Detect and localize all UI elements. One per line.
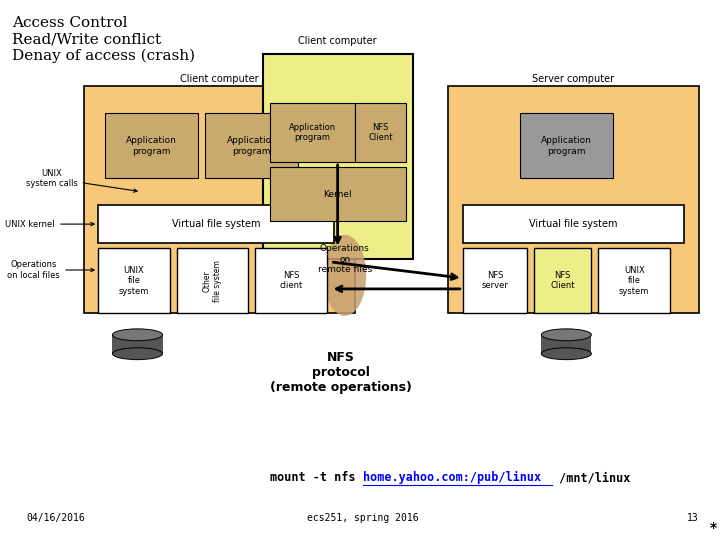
FancyBboxPatch shape: [449, 86, 698, 313]
FancyBboxPatch shape: [84, 86, 356, 313]
Text: NFS
server: NFS server: [482, 271, 508, 291]
Text: Client computer: Client computer: [181, 73, 259, 84]
Text: NFS
protocol
(remote operations): NFS protocol (remote operations): [270, 351, 412, 394]
FancyBboxPatch shape: [598, 248, 670, 313]
Text: Application
program: Application program: [289, 123, 336, 142]
FancyBboxPatch shape: [263, 54, 413, 259]
FancyBboxPatch shape: [177, 248, 248, 313]
Ellipse shape: [541, 348, 591, 360]
Text: UNIX
system calls: UNIX system calls: [26, 168, 137, 192]
Text: ecs251, spring 2016: ecs251, spring 2016: [307, 514, 418, 523]
Ellipse shape: [323, 235, 366, 316]
Text: *: *: [709, 521, 716, 535]
Text: NFS
Client: NFS Client: [551, 271, 575, 291]
Text: NFS
Client: NFS Client: [368, 123, 392, 142]
Ellipse shape: [541, 329, 591, 341]
Text: Operations
on
remote files: Operations on remote files: [318, 244, 372, 274]
FancyBboxPatch shape: [270, 167, 405, 221]
Text: Access Control
Read/Write conflict
Denay of access (crash): Access Control Read/Write conflict Denay…: [12, 16, 196, 63]
Text: Kernel: Kernel: [323, 190, 352, 199]
FancyBboxPatch shape: [112, 335, 163, 354]
Text: Client computer: Client computer: [298, 36, 377, 46]
FancyBboxPatch shape: [205, 113, 298, 178]
Text: 13: 13: [687, 514, 698, 523]
Text: Virtual file system: Virtual file system: [529, 219, 618, 229]
FancyBboxPatch shape: [520, 113, 613, 178]
FancyBboxPatch shape: [541, 335, 591, 354]
FancyBboxPatch shape: [98, 205, 334, 243]
Ellipse shape: [112, 329, 163, 341]
Text: Application
program: Application program: [226, 136, 277, 156]
Text: NFS
client: NFS client: [279, 271, 303, 291]
FancyBboxPatch shape: [534, 248, 591, 313]
Text: UNIX
file
system: UNIX file system: [119, 266, 149, 296]
Text: 04/16/2016: 04/16/2016: [27, 514, 86, 523]
FancyBboxPatch shape: [463, 248, 527, 313]
FancyBboxPatch shape: [270, 103, 356, 162]
FancyBboxPatch shape: [98, 248, 170, 313]
FancyBboxPatch shape: [256, 248, 327, 313]
Text: UNIX kernel: UNIX kernel: [6, 220, 94, 228]
Text: Other
file system: Other file system: [203, 260, 222, 302]
Text: /mnt/linux: /mnt/linux: [552, 471, 631, 484]
FancyBboxPatch shape: [356, 103, 405, 162]
Text: Virtual file system: Virtual file system: [172, 219, 261, 229]
FancyBboxPatch shape: [105, 113, 198, 178]
Text: Application
program: Application program: [127, 136, 177, 156]
Text: UNIX
file
system: UNIX file system: [619, 266, 649, 296]
Text: Application
program: Application program: [541, 136, 592, 156]
Text: Operations
on local files: Operations on local files: [7, 260, 94, 280]
FancyBboxPatch shape: [463, 205, 684, 243]
Text: Server computer: Server computer: [532, 73, 615, 84]
Text: home.yahoo.com:/pub/linux: home.yahoo.com:/pub/linux: [363, 471, 541, 484]
Text: mount -t nfs: mount -t nfs: [270, 471, 363, 484]
Ellipse shape: [112, 348, 163, 360]
